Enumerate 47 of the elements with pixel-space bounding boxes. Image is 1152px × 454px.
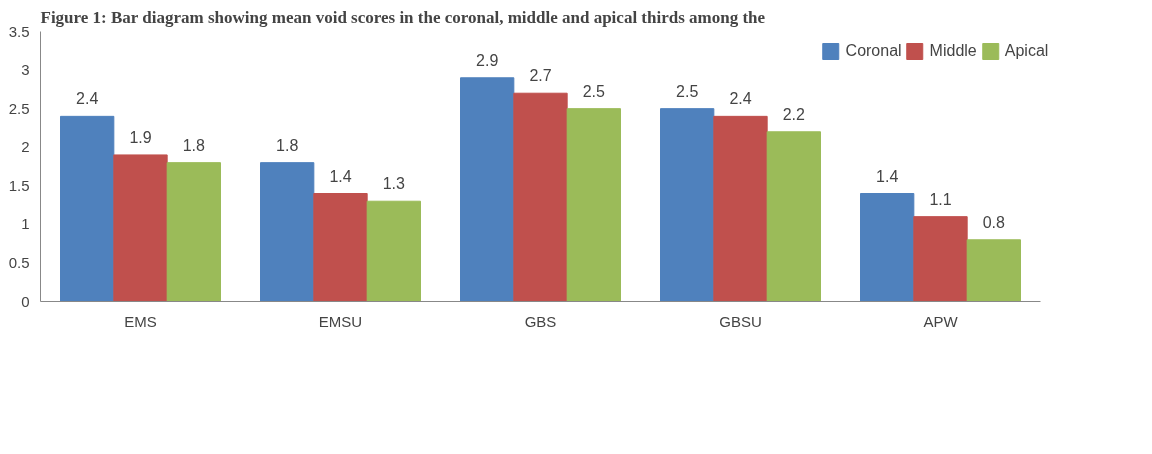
bar [966,239,1021,302]
x-tick-label: GBSU [719,312,762,330]
x-tick-label: APW [923,312,959,330]
data-label: 2.5 [676,82,699,100]
x-tick-label: EMS [124,312,157,330]
y-tick-label: 0.5 [8,253,30,271]
y-tick-label: 0 [21,292,30,310]
y-tick-label: 2.5 [8,99,30,117]
x-tick-label: EMSU [318,312,363,330]
y-tick-label: 2 [21,138,30,156]
bar [660,108,715,302]
data-label: 2.9 [476,51,499,69]
data-label: 2.4 [729,90,752,108]
data-label: 2.5 [582,82,606,100]
bar [166,162,221,302]
bar [366,200,421,302]
y-tick-label: 1.5 [8,176,30,194]
data-label: 1.8 [276,136,299,154]
data-label: 0.8 [982,213,1006,231]
data-label: 1.1 [929,190,952,208]
bar [860,193,915,302]
data-label: 2.4 [76,90,99,108]
data-label: 1.4 [876,167,899,185]
legend-label: Coronal [845,42,902,60]
bar [113,154,168,302]
bar [460,77,515,302]
data-label: 1.9 [129,128,152,146]
legend-label: Apical [1004,42,1049,60]
data-label: 2.7 [529,67,552,85]
data-label: 1.4 [329,167,352,185]
bar [766,131,821,302]
chart-title: Figure 1: Bar diagram showing mean void scores in the coronal, middle and apical thirds among the [40,7,766,27]
data-label: 1.3 [382,175,406,193]
bar [713,115,768,302]
legend-label: Middle [929,42,977,60]
bar [913,216,968,302]
bar [260,162,315,302]
x-tick-label: GBS [524,312,557,330]
y-tick-label: 1 [21,215,30,233]
bar [313,193,368,302]
bar [566,108,621,302]
bar [60,115,115,302]
y-tick-label: 3 [21,61,30,79]
data-label: 2.2 [782,105,806,123]
data-label: 1.8 [182,136,206,154]
bar [513,92,568,302]
y-tick-label: 3.5 [8,22,30,40]
